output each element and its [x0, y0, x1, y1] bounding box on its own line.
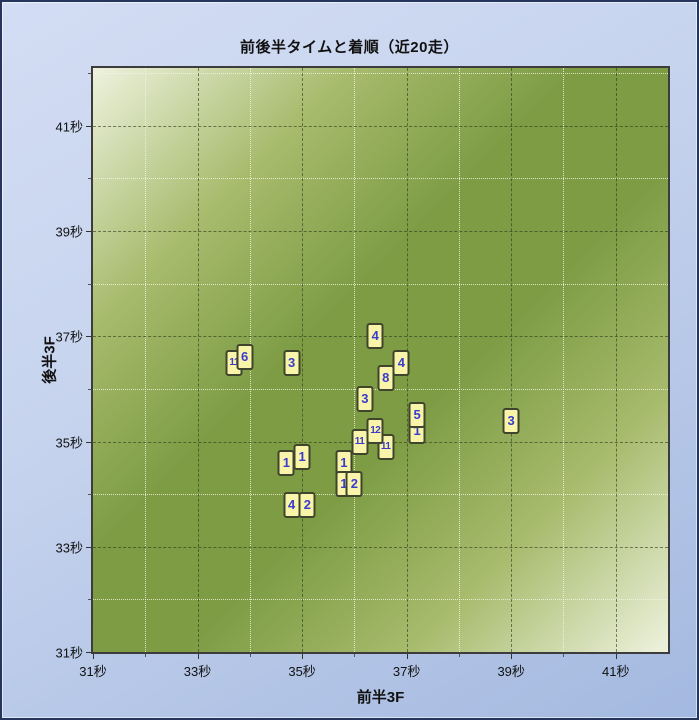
plot-area: 後半3F 前半3F 31秒 33秒 35秒 37秒 39秒 41秒 31秒 33秒 35秒 37秒… [42, 66, 670, 706]
x-minor-tick [563, 654, 565, 657]
y-minor-gridline [93, 494, 668, 496]
x-tick [93, 654, 94, 659]
data-point-rank-6: 6 [236, 344, 254, 371]
y-major-gridline [93, 546, 668, 548]
data-point-rank-3: 3 [502, 407, 520, 434]
y-tick [86, 336, 91, 338]
data-point-rank-3: 3 [356, 386, 374, 413]
data-point-rank-8: 8 [377, 365, 395, 392]
x-axis-title: 前半3F [356, 689, 405, 706]
y-minor-gridline [93, 283, 668, 285]
x-minor-gridline [354, 68, 356, 652]
y-tick [86, 125, 91, 127]
data-point-rank-4: 4 [392, 349, 410, 376]
data-point-rank-2: 2 [298, 491, 316, 518]
data-point-rank-4: 4 [366, 323, 384, 350]
x-tick-label: 35秒 [288, 664, 316, 679]
x-tick [302, 654, 304, 659]
y-minor-tick [88, 599, 91, 601]
y-minor-gridline [93, 178, 668, 180]
y-minor-tick [88, 73, 91, 75]
y-tick-label: 37秒 [55, 329, 83, 345]
y-tick [86, 231, 91, 233]
x-minor-tick [145, 654, 147, 657]
x-major-gridline [511, 68, 513, 652]
x-tick-label: 31秒 [79, 664, 107, 679]
y-major-gridline [93, 231, 668, 233]
x-tick-label: 33秒 [183, 664, 212, 679]
data-point-rank-4: 4 [283, 491, 301, 518]
x-minor-tick [458, 654, 460, 657]
y-major-gridline [93, 125, 668, 127]
y-minor-tick [88, 494, 91, 496]
data-point-rank-1: 1 [335, 449, 353, 476]
x-tick [615, 654, 617, 659]
x-minor-gridline [563, 68, 565, 652]
y-minor-gridline [93, 73, 668, 75]
x-major-gridline [615, 68, 617, 652]
data-point-rank-2: 2 [345, 470, 363, 497]
x-minor-gridline [458, 68, 460, 652]
y-tick-label: 35秒 [55, 435, 83, 451]
x-major-gridline [302, 68, 304, 652]
y-tick [86, 441, 91, 443]
data-point-rank-1: 1 [293, 444, 311, 471]
y-tick-label: 39秒 [55, 224, 83, 240]
data-point-rank-11: 11 [351, 428, 369, 455]
x-tick [511, 654, 513, 659]
y-minor-gridline [93, 599, 668, 601]
x-tick [406, 654, 408, 659]
y-tick-label: 33秒 [55, 540, 83, 556]
x-minor-tick [354, 654, 356, 657]
x-tick-label: 41秒 [601, 664, 630, 679]
y-tick-label: 31秒 [55, 645, 83, 661]
x-tick-label: 37秒 [392, 664, 421, 679]
data-point-rank-1: 1 [277, 449, 295, 476]
y-tick-label: 41秒 [55, 119, 83, 135]
y-minor-tick [88, 178, 91, 180]
data-point-rank-12: 12 [366, 418, 384, 445]
y-minor-tick [88, 283, 91, 285]
x-minor-gridline [145, 68, 147, 652]
x-tick [197, 654, 199, 659]
y-minor-tick [88, 388, 91, 390]
x-minor-tick [249, 654, 251, 657]
data-point-rank-3: 3 [283, 349, 301, 376]
y-tick [86, 546, 91, 548]
y-tick [86, 652, 91, 653]
x-major-gridline [197, 68, 199, 652]
x-tick-label: 39秒 [497, 664, 525, 679]
data-point-rank-5: 5 [408, 402, 426, 429]
chart-title: 前後半タイムと着順（近20走） [240, 39, 459, 56]
